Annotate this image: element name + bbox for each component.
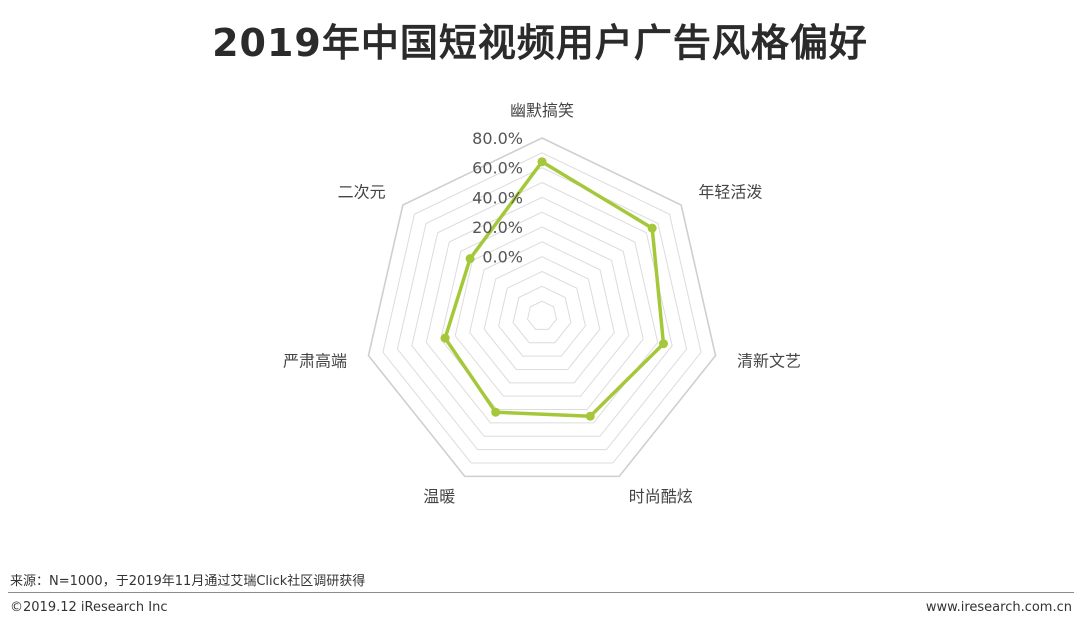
tick-label: 20.0%	[472, 218, 523, 237]
grid-ring	[411, 181, 673, 437]
footer-divider	[8, 592, 1074, 593]
data-point	[537, 157, 547, 167]
grid-ring	[454, 226, 630, 397]
data-point	[647, 223, 657, 233]
grid-ring	[483, 256, 601, 370]
category-label: 幽默搞笑	[510, 101, 574, 120]
tick-label: 40.0%	[472, 188, 523, 207]
source-note: 来源：N=1000，于2019年11月通过艾瑞Click社区调研获得	[10, 574, 366, 589]
radar-labels: 0.0% 20.0% 40.0% 60.0% 80.0% 幽默搞笑年轻活泼清新文艺时尚酷炫…	[283, 101, 801, 506]
category-label: 时尚酷炫	[629, 487, 693, 506]
grid-ring	[498, 270, 586, 357]
category-label: 年轻活泼	[698, 182, 762, 201]
tick-label: 80.0%	[472, 129, 523, 148]
radar-series	[440, 157, 668, 421]
grid-ring	[396, 167, 688, 451]
grid-ring	[469, 241, 615, 384]
data-point	[491, 407, 501, 417]
grid-ring	[425, 196, 659, 424]
data-point	[440, 333, 450, 343]
radar-chart: 0.0% 20.0% 40.0% 60.0% 80.0% 幽默搞笑年轻活泼清新文艺时尚酷炫…	[283, 101, 801, 506]
grid-ring	[526, 300, 558, 330]
grid-ring	[440, 211, 644, 411]
website-link[interactable]: www.iresearch.com.cn	[925, 600, 1072, 615]
tick-label: 0.0%	[482, 248, 523, 267]
series-line	[443, 159, 666, 418]
category-label: 严肃高端	[283, 352, 347, 371]
category-label: 清新文艺	[737, 352, 801, 371]
category-label: 二次元	[338, 182, 386, 201]
grid-ring	[367, 137, 717, 478]
data-point	[658, 339, 668, 349]
category-label: 温暖	[423, 487, 455, 506]
data-point	[585, 411, 595, 421]
copyright-text: ©2019.12 iResearch Inc	[10, 600, 168, 615]
tick-label: 60.0%	[472, 159, 523, 178]
radar-grid	[367, 137, 717, 478]
grid-ring	[512, 285, 572, 344]
data-point	[465, 254, 475, 264]
chart-title: 2019年中国短视频用户广告风格偏好	[212, 21, 868, 65]
grid-ring	[382, 152, 702, 464]
